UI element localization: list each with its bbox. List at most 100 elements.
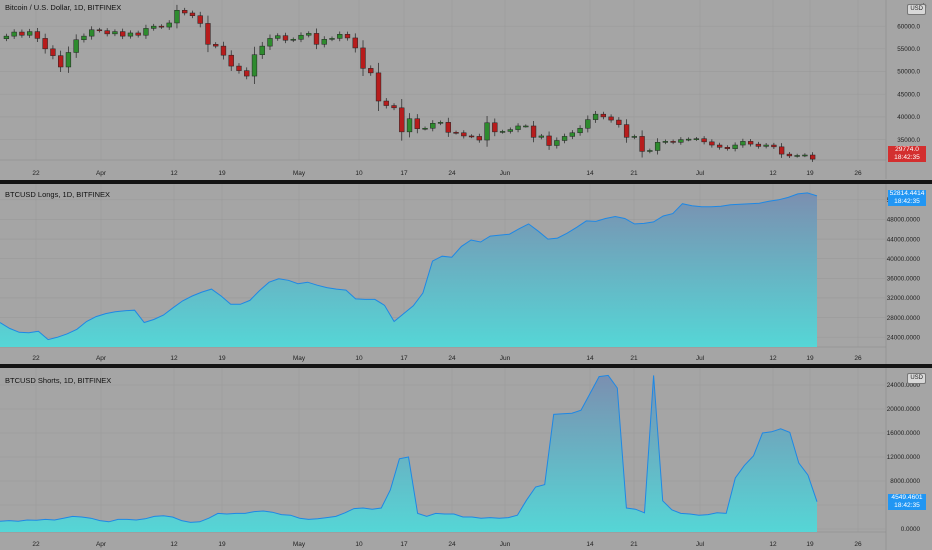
- candle-body: [414, 118, 420, 129]
- candle-body: [406, 118, 413, 133]
- candle-body: [507, 129, 513, 132]
- y-tick-label: 12000.0000: [887, 454, 921, 461]
- x-tick-label: 24: [448, 355, 456, 362]
- candle-body: [251, 54, 258, 77]
- candle-body: [468, 135, 475, 138]
- candle-body: [631, 136, 637, 138]
- candle-body: [275, 35, 281, 39]
- candle-body: [337, 34, 343, 39]
- candle-body: [546, 135, 552, 146]
- x-tick-label: May: [293, 355, 306, 362]
- shorts-pane[interactable]: 22 Apr 12 19 May 10 17 24 Jun 14 21 Jul 12 19 26 0.0000…: [0, 368, 932, 550]
- candle-body: [158, 25, 165, 28]
- candle-body: [709, 141, 715, 146]
- currency-badge[interactable]: USD: [907, 373, 926, 384]
- candle-body: [151, 25, 157, 29]
- candle-body: [763, 144, 769, 147]
- y-tick-label: 45000.0: [897, 91, 920, 98]
- candle-body: [81, 35, 87, 41]
- x-tick-label: 10: [355, 541, 363, 548]
- candle-body: [747, 141, 754, 145]
- price-pane[interactable]: 22 Apr 12 19 May 10 17 24 Jun 14 21 Jul 12 19 26 35000.…: [0, 0, 932, 179]
- candle-body: [701, 138, 707, 143]
- x-tick-label: Apr: [96, 541, 107, 548]
- candle-body: [143, 28, 149, 36]
- x-tick-label: 12: [170, 541, 178, 548]
- x-tick-label: 21: [630, 170, 638, 177]
- candle-body: [34, 31, 41, 39]
- candle-body: [174, 10, 180, 24]
- candle-body: [647, 150, 653, 152]
- x-tick-label: 22: [32, 355, 40, 362]
- candle-body: [461, 132, 467, 137]
- candle-body: [430, 122, 436, 129]
- y-tick-label: 32000.0000: [887, 295, 921, 302]
- candle-body: [391, 105, 397, 109]
- x-tick-label: 12: [170, 170, 178, 177]
- candle-body: [50, 48, 56, 56]
- x-tick-label: 14: [586, 170, 594, 177]
- candle-body: [786, 153, 793, 157]
- price-chart[interactable]: 22 Apr 12 19 May 10 17 24 Jun 14 21 Jul 12 19 26 35000.…: [0, 0, 932, 179]
- candle-body: [499, 131, 506, 133]
- candle-body: [802, 154, 808, 157]
- x-tick-label: 19: [218, 355, 226, 362]
- y-tick-label: 24000.0000: [887, 334, 921, 341]
- candle-body: [166, 22, 172, 28]
- pane-separator[interactable]: [0, 364, 932, 368]
- x-tick-label: 12: [170, 355, 178, 362]
- candle-body: [360, 47, 366, 69]
- candle-body: [127, 32, 134, 37]
- y-tick-label: 36000.0000: [887, 276, 921, 283]
- x-tick-label: Apr: [96, 355, 107, 362]
- candle-body: [220, 45, 227, 56]
- y-tick-label: 50000.0: [897, 69, 920, 76]
- x-tick-label: 21: [630, 355, 638, 362]
- y-tick-label: 48000.0000: [887, 217, 921, 224]
- countdown-label: 18:42:35: [894, 154, 920, 161]
- candle-body: [771, 144, 777, 148]
- x-tick-label: 19: [806, 541, 814, 548]
- x-tick-label: Apr: [96, 170, 107, 177]
- countdown-label: 18:42:35: [894, 198, 920, 205]
- currency-badge[interactable]: USD: [907, 4, 926, 15]
- area-line: [0, 192, 818, 341]
- pane-separator[interactable]: [0, 180, 932, 184]
- candle-body: [368, 68, 374, 74]
- shorts-chart[interactable]: 22 Apr 12 19 May 10 17 24 Jun 14 21 Jul 12 19 26 0.0000…: [0, 368, 932, 550]
- candle-body: [58, 55, 64, 68]
- area-fill: [0, 192, 817, 347]
- candle-body: [608, 116, 614, 121]
- last-price-tag: 29774.0 18:42:35: [888, 146, 926, 162]
- longs-pane[interactable]: 22 Apr 12 19 May 10 17 24 Jun 14 21 Jul 12 19 26 24000.…: [0, 184, 932, 364]
- candle-body: [189, 12, 196, 16]
- candle-body: [104, 30, 110, 35]
- candle-body: [561, 136, 568, 141]
- y-tick-label: 24000.0000: [887, 382, 921, 389]
- longs-chart[interactable]: 22 Apr 12 19 May 10 17 24 Jun 14 21 Jul 12 19 26 24000.…: [0, 184, 932, 364]
- candle-body: [236, 65, 242, 71]
- candle-body: [585, 119, 591, 129]
- y-tick-label: 55000.0: [897, 46, 920, 53]
- candle-body: [244, 70, 250, 77]
- candle-body: [282, 35, 289, 41]
- candle-body: [112, 31, 118, 35]
- candle-body: [600, 113, 606, 118]
- x-tick-label: 26: [854, 541, 862, 548]
- longs-last-value: 52814.4414: [889, 190, 925, 197]
- candle-body: [73, 39, 79, 53]
- x-tick-label: 17: [400, 170, 408, 177]
- candle-body: [267, 38, 273, 47]
- candle-body: [678, 139, 684, 143]
- candle-body: [11, 31, 17, 37]
- candle-body: [445, 122, 451, 133]
- countdown-label: 18:42:35: [894, 502, 920, 509]
- x-tick-label: 24: [448, 541, 456, 548]
- candle-body: [135, 32, 141, 36]
- candle-body: [670, 141, 676, 143]
- candle-body: [65, 52, 72, 68]
- y-tick-label: 8000.0000: [890, 478, 920, 485]
- candle-body: [515, 125, 521, 130]
- x-tick-label: 12: [769, 541, 777, 548]
- candle-body: [197, 15, 203, 24]
